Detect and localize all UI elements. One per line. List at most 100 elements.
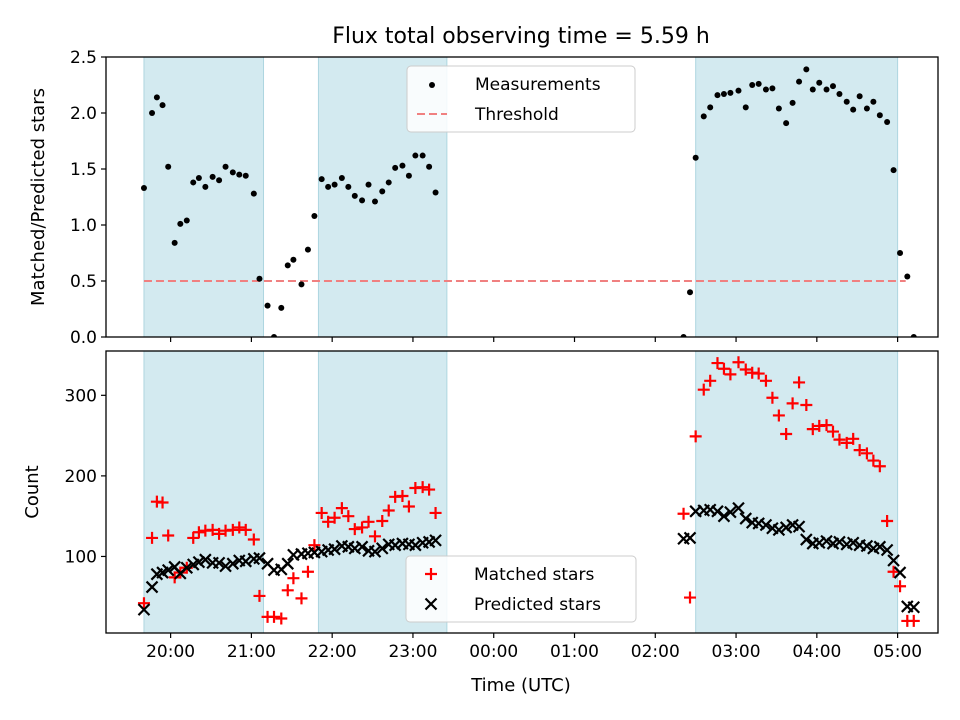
matched-stars-point-32 <box>342 510 355 523</box>
predicted-stars-point-77 <box>887 554 900 567</box>
measurements-point-35 <box>365 181 372 188</box>
measurements-point-9 <box>190 179 197 186</box>
measurements-point-64 <box>803 66 810 73</box>
measurements-point-39 <box>392 164 399 171</box>
measurements-point-17 <box>242 172 249 179</box>
x-tick-label: 22:00 <box>308 642 357 662</box>
observing-band-3 <box>695 56 899 338</box>
measurements-point-67 <box>823 86 830 93</box>
predicted-stars-point-64 <box>800 533 813 546</box>
measurements-point-22 <box>278 304 285 311</box>
predicted-stars-point-78 <box>893 566 907 579</box>
matched-stars-point-58 <box>759 374 772 387</box>
measurements-point-19 <box>256 275 263 282</box>
predicted-stars-point-1 <box>137 603 151 616</box>
ratio-panel: 0.0 0.5 1.0 1.5 2.0 2.5 Measurements Threshold <box>70 48 939 348</box>
measurements-point-40 <box>399 162 406 169</box>
legend-label: Measurements <box>475 75 601 95</box>
matched-stars-point-72 <box>853 444 866 457</box>
matched-stars-point-50 <box>704 374 717 387</box>
matched-stars-point-38 <box>382 504 395 517</box>
predicted-stars-point-69 <box>833 535 846 549</box>
matched-stars-point-61 <box>780 427 793 440</box>
measurements-point-12 <box>209 173 216 180</box>
matched-stars-point-73 <box>860 447 873 460</box>
measurements-point-51 <box>714 92 721 99</box>
matched-stars-point-55 <box>739 363 752 376</box>
y-tick-label: 300 <box>65 386 97 406</box>
matched-stars-point-22 <box>275 612 288 625</box>
measurements-point-31 <box>338 174 345 181</box>
predicted-stars-point-19 <box>253 551 266 565</box>
matched-stars-point-75 <box>873 460 886 473</box>
predicted-stars-point-53 <box>724 505 737 519</box>
matched-stars-point-37 <box>376 515 389 528</box>
matched-stars-point-36 <box>368 530 381 543</box>
measurements-point-78 <box>897 250 904 256</box>
measurements-point-36 <box>371 198 378 205</box>
predicted-stars-point-52 <box>717 509 731 523</box>
observing-band-1 <box>143 350 265 634</box>
measurements-point-63 <box>796 78 803 85</box>
matched-stars-point-64 <box>800 398 813 411</box>
measurements-point-57 <box>755 80 762 87</box>
measurements-point-72 <box>856 93 863 100</box>
matched-stars-point-12 <box>206 523 219 536</box>
predicted-stars-point-34 <box>355 540 369 554</box>
matched-stars-point-19 <box>253 589 266 602</box>
matched-stars-point-51 <box>711 357 724 370</box>
measurements-point-23 <box>284 262 291 269</box>
matched-stars-point-28 <box>315 506 328 519</box>
matched-stars-point-17 <box>239 523 252 536</box>
y-tick-label: 2.5 <box>70 48 97 68</box>
matched-stars-point-16 <box>233 521 246 534</box>
measurements-point-65 <box>809 86 816 93</box>
predicted-stars-point-45 <box>429 534 442 547</box>
predicted-stars-point-8 <box>180 561 194 575</box>
measurements-point-48 <box>692 154 699 161</box>
predicted-stars-point-37 <box>375 542 389 555</box>
measurements-point-45 <box>432 189 439 196</box>
predicted-stars-point-30 <box>328 542 341 556</box>
measurements-point-37 <box>379 188 386 195</box>
matched-stars-point-18 <box>247 533 260 546</box>
matched-stars-point-35 <box>362 515 375 528</box>
measurements-point-52 <box>720 90 727 97</box>
predicted-stars-point-23 <box>281 557 295 570</box>
matched-stars-point-43 <box>416 481 429 494</box>
observing-band-3 <box>695 350 899 634</box>
measurements-point-44 <box>426 163 433 170</box>
measurements-point-61 <box>783 120 790 127</box>
matched-stars-point-46 <box>677 507 690 520</box>
matched-stars-point-80 <box>907 614 920 627</box>
matched-stars-point-33 <box>348 523 361 536</box>
legend-label: Predicted stars <box>474 595 601 615</box>
measurements-point-70 <box>843 98 850 105</box>
measurements-point-18 <box>250 190 257 197</box>
top-ylabel: Matched/Predicted stars <box>28 88 49 306</box>
matched-stars-point-70 <box>840 436 853 449</box>
measurements-point-28 <box>318 176 325 183</box>
measurements-point-8 <box>183 217 190 224</box>
measurements-point-38 <box>385 179 392 186</box>
measurements-point-69 <box>836 90 843 97</box>
measurements-point-74 <box>870 98 877 105</box>
legend-label: Matched stars <box>474 565 594 585</box>
measurements-point-34 <box>359 197 366 204</box>
matched-stars-point-60 <box>772 409 785 422</box>
x-tick-label: 23:00 <box>388 642 437 662</box>
legend-marker-measurements <box>429 82 435 88</box>
series-points-1 <box>137 356 921 627</box>
count-panel: 100 200 300 20:00 21:00 22:00 23:00 00:00 01:00 0… <box>65 350 939 662</box>
predicted-stars-point-5 <box>161 563 175 577</box>
predicted-stars-point-2 <box>145 580 159 594</box>
measurements-point-47 <box>687 289 694 296</box>
measurements-point-5 <box>165 163 172 170</box>
measurements-point-6 <box>171 239 178 246</box>
predicted-stars-point-14 <box>219 559 232 573</box>
measurements-point-76 <box>884 118 891 125</box>
predicted-stars-point-54 <box>732 501 745 515</box>
legend-marker-predicted <box>424 597 438 611</box>
measurements-point-26 <box>304 246 311 253</box>
observing-band-1 <box>143 56 265 338</box>
